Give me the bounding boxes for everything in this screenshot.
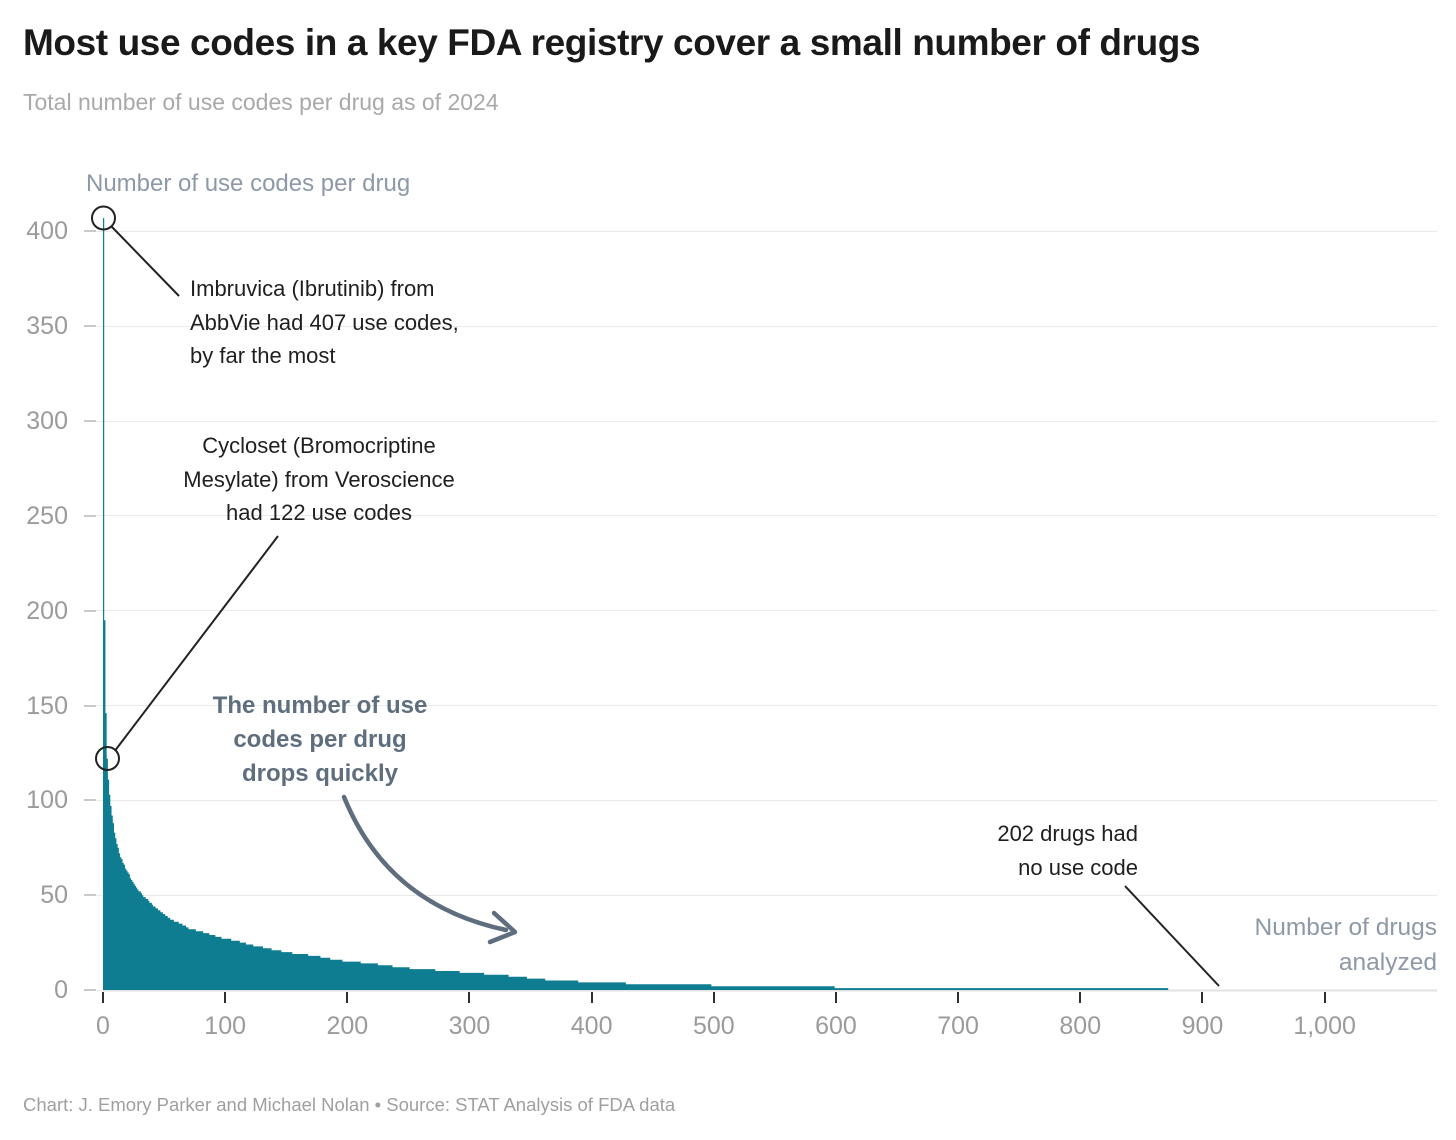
- y-tick-mark: [84, 514, 96, 517]
- gridline: [85, 230, 1437, 232]
- y-tick-label: 350: [26, 312, 68, 341]
- gridline: [85, 799, 1437, 801]
- x-tick-mark: [957, 992, 960, 1003]
- x-tick-mark: [1079, 992, 1082, 1003]
- gridline: [85, 420, 1437, 422]
- annotation-no-use-code-line: 202 drugs had: [997, 821, 1138, 846]
- x-tick-label: 1,000: [1293, 1012, 1356, 1040]
- x-tick-mark: [102, 992, 104, 1003]
- y-tick-mark: [84, 894, 96, 897]
- annotation-no-use-code-line: no use code: [1018, 854, 1138, 880]
- chart-credit: Chart: J. Emory Parker and Michael Nolan…: [23, 1094, 676, 1115]
- annotation-line-imbruvica: [110, 225, 180, 297]
- chart-subtitle: Total number of use codes per drug as of…: [23, 89, 499, 115]
- annotation-line-no-use-code: [1124, 885, 1220, 987]
- annotation-no-use-code: 202 drugs had no use code: [938, 817, 1138, 884]
- y-axis-label: Number of use codes per drug: [86, 170, 411, 197]
- annotation-imbruvica: Imbruvica (Ibrutinib) from AbbVie had 40…: [190, 272, 459, 373]
- y-tick-label: 50: [40, 881, 68, 910]
- x-tick-label: 800: [1059, 1012, 1102, 1040]
- chart-title: Most use codes in a key FDA registry cov…: [23, 22, 1201, 63]
- annotation-arrowhead: [487, 910, 518, 945]
- annotation-drops-line: The number of use: [212, 692, 428, 719]
- x-tick-label: 400: [570, 1012, 613, 1040]
- x-tick-mark: [834, 992, 837, 1003]
- gridline: [85, 515, 1437, 517]
- x-tick-label: 500: [692, 1012, 735, 1040]
- annotation-imbruvica-line: AbbVie had 407 use codes,: [190, 309, 459, 335]
- y-tick-label: 100: [26, 786, 68, 815]
- annotation-imbruvica-line: Imbruvica (Ibrutinib) from: [190, 276, 435, 301]
- annotation-imbruvica-line: by far the most: [190, 343, 336, 368]
- x-tick-label: 200: [326, 1012, 369, 1040]
- gridline: [85, 610, 1437, 612]
- x-tick-label: 700: [937, 1012, 979, 1040]
- x-tick-label: 900: [1181, 1012, 1224, 1040]
- y-tick-mark: [84, 989, 96, 991]
- y-tick-label: 200: [26, 596, 68, 625]
- x-tick-mark: [346, 992, 349, 1003]
- x-tick-mark: [712, 992, 715, 1003]
- annotation-arrow: [341, 794, 509, 933]
- x-axis-label: Number of drugs analyzed: [1254, 914, 1437, 976]
- x-tick-label: 100: [204, 1012, 247, 1040]
- x-tick-mark: [224, 992, 227, 1003]
- y-tick-label: 300: [26, 407, 68, 436]
- x-tick-label: 600: [815, 1012, 857, 1040]
- y-tick-label: 150: [26, 691, 68, 720]
- y-tick-label: 250: [26, 501, 68, 530]
- gridline: [85, 705, 1437, 706]
- annotation-circle-imbruvica: [91, 205, 116, 231]
- y-tick-mark: [84, 230, 96, 233]
- y-tick-label: 400: [26, 217, 68, 246]
- x-tick-mark: [590, 992, 593, 1003]
- y-tick-mark: [84, 704, 96, 707]
- y-tick-label: 0: [54, 976, 68, 1004]
- annotation-cycloset-line: had 122 use codes: [226, 500, 412, 525]
- x-tick-label: 0: [96, 1012, 110, 1040]
- annotation-drops-quickly: The number of use codes per drug drops q…: [170, 689, 470, 791]
- gridline: [85, 894, 1437, 896]
- x-tick-mark: [1323, 992, 1326, 1003]
- annotation-line-cycloset: [114, 535, 279, 751]
- x-tick-mark: [1201, 992, 1204, 1003]
- y-tick-mark: [84, 420, 96, 423]
- x-tick-label: 300: [448, 1012, 491, 1040]
- annotation-drops-line: codes per drug: [233, 726, 407, 753]
- x-tick-mark: [468, 992, 471, 1003]
- annotation-cycloset-line: Cycloset (Bromocriptine: [202, 433, 436, 458]
- y-tick-mark: [84, 325, 96, 328]
- annotation-drops-line: drops quickly: [241, 760, 399, 787]
- y-tick-mark: [84, 799, 96, 802]
- gridline: [85, 325, 1437, 327]
- annotation-cycloset: Cycloset (Bromocriptine Mesylate) from V…: [139, 429, 499, 530]
- y-tick-mark: [84, 609, 96, 612]
- annotation-cycloset-line: Mesylate) from Veroscience: [183, 466, 455, 492]
- annotation-circle-cycloset: [95, 746, 120, 771]
